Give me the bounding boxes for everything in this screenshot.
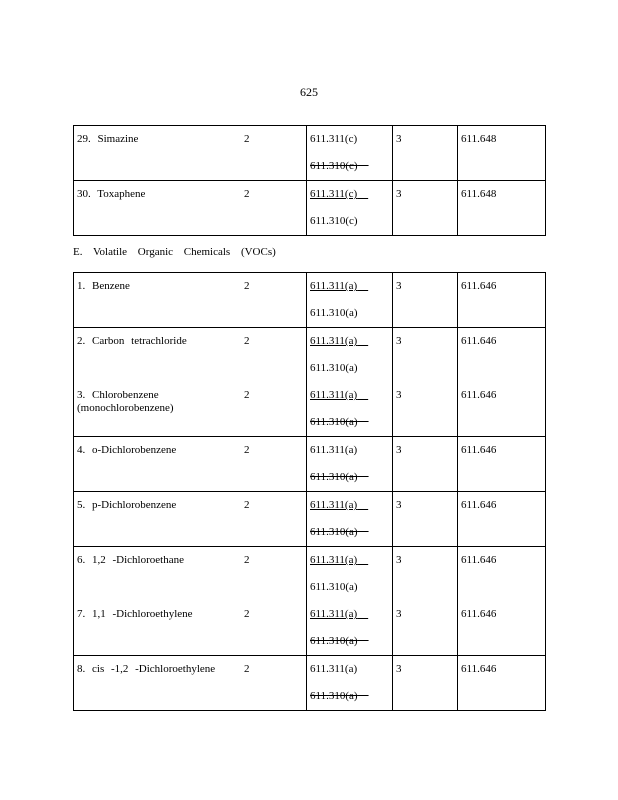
reference-text: 611.311(a) — [310, 608, 358, 620]
tier-cell: 3 — [392, 601, 457, 655]
tier-cell: 3 — [392, 437, 457, 491]
reference-text: 611.310(a) — [310, 526, 358, 538]
section-cell: 611.646 — [457, 547, 545, 601]
reference-cell: 611.311(a) 611.310(a) — [306, 273, 392, 327]
table-row: 5. p-Dichlorobenzene 2 611.311(a) 611.310… — [74, 492, 545, 547]
chemical-name: 29. Simazine — [77, 133, 139, 145]
reference-text: 611.310(c) — [310, 160, 358, 172]
table-row: 4. o-Dichlorobenzene 2 611.311(a) 611.310… — [74, 437, 545, 492]
table-entry: 1. Benzene 2 611.311(a) 611.310(a) 3 611.… — [74, 273, 545, 327]
section-cell: 611.648 — [457, 181, 545, 235]
section-heading: E. Volatile Organic Chemicals (VOCs) — [73, 246, 276, 258]
chemical-name: 1. Benzene — [77, 280, 130, 292]
section-cell: 611.646 — [457, 273, 545, 327]
count-cell: 2 — [244, 554, 250, 566]
table-entry: 7. 1,1 -Dichloroethylene 2 611.311(a) 611… — [74, 601, 545, 655]
table-row: 29. Simazine 2 611.311(c) 611.310(c) 3 61… — [74, 126, 545, 181]
reference-text: 611.310(a) — [310, 635, 358, 647]
chemical-name: 3. Chlorobenzene (monochlorobenzene) — [77, 389, 174, 414]
reference-text: 611.311(c) — [310, 133, 358, 145]
count-cell: 2 — [244, 133, 250, 145]
table-entry: 6. 1,2 -Dichloroethane 2 611.311(a) 611.3… — [74, 547, 545, 601]
reference-text: 611.311(c) — [310, 188, 358, 200]
section-cell: 611.646 — [457, 382, 545, 436]
count-cell: 2 — [244, 499, 250, 511]
contaminant-table-1: 29. Simazine 2 611.311(c) 611.310(c) 3 61… — [73, 125, 546, 236]
tier-cell: 3 — [392, 181, 457, 235]
table-row: 6. 1,2 -Dichloroethane 2 611.311(a) 611.3… — [74, 547, 545, 656]
section-cell: 611.646 — [457, 656, 545, 710]
table-row: 2. Carbon tetrachloride 2 611.311(a) 611.… — [74, 328, 545, 437]
tier-cell: 3 — [392, 656, 457, 710]
reference-text: 611.311(a) — [310, 389, 358, 401]
table-entry: 8. cis -1,2 -Dichloroethylene 2 611.311(… — [74, 656, 545, 710]
reference-cell: 611.311(a) 611.310(a) — [306, 437, 392, 491]
section-cell: 611.646 — [457, 328, 545, 382]
reference-cell: 611.311(c) 611.310(c) — [306, 181, 392, 235]
section-cell: 611.648 — [457, 126, 545, 180]
tier-cell: 3 — [392, 492, 457, 546]
count-cell: 2 — [244, 389, 250, 401]
reference-text: 611.311(a) — [310, 280, 358, 292]
table-entry: 3. Chlorobenzene (monochlorobenzene) 2 6… — [74, 382, 545, 436]
table-row: 30. Toxaphene 2 611.311(c) 611.310(c) 3 6… — [74, 181, 545, 236]
reference-text: 611.310(a) — [310, 416, 358, 428]
chemical-name: 5. p-Dichlorobenzene — [77, 499, 177, 511]
reference-cell: 611.311(a) 611.310(a) — [306, 382, 392, 436]
chemical-name: 6. 1,2 -Dichloroethane — [77, 554, 184, 566]
reference-cell: 611.311(a) 611.310(a) — [306, 601, 392, 655]
table-entry: 4. o-Dichlorobenzene 2 611.311(a) 611.310… — [74, 437, 545, 491]
tier-cell: 3 — [392, 126, 457, 180]
section-cell: 611.646 — [457, 601, 545, 655]
reference-text: 611.311(a) — [310, 554, 358, 566]
reference-text: 611.311(a) — [310, 499, 358, 511]
reference-text: 611.311(a) — [310, 335, 358, 347]
table-entry: 30. Toxaphene 2 611.311(c) 611.310(c) 3 6… — [74, 181, 545, 235]
reference-text: 611.310(a) — [310, 581, 358, 593]
chemical-name: 4. o-Dichlorobenzene — [77, 444, 177, 456]
section-cell: 611.646 — [457, 492, 545, 546]
table-entry: 5. p-Dichlorobenzene 2 611.311(a) 611.310… — [74, 492, 545, 546]
reference-text: 611.310(a) — [310, 471, 358, 483]
count-cell: 2 — [244, 280, 250, 292]
voc-table: 1. Benzene 2 611.311(a) 611.310(a) 3 611.… — [73, 272, 546, 711]
chemical-name: 30. Toxaphene — [77, 188, 146, 200]
chemical-name: 8. cis -1,2 -Dichloroethylene — [77, 663, 216, 675]
count-cell: 2 — [244, 335, 250, 347]
table-row: 8. cis -1,2 -Dichloroethylene 2 611.311(… — [74, 656, 545, 711]
chemical-name: 7. 1,1 -Dichloroethylene — [77, 608, 193, 620]
tier-cell: 3 — [392, 382, 457, 436]
reference-cell: 611.311(c) 611.310(c) — [306, 126, 392, 180]
reference-cell: 611.311(a) 611.310(a) — [306, 492, 392, 546]
page-number: 625 — [300, 85, 318, 99]
chemical-name: 2. Carbon tetrachloride — [77, 335, 187, 347]
count-cell: 2 — [244, 188, 250, 200]
tier-cell: 3 — [392, 328, 457, 382]
count-cell: 2 — [244, 608, 250, 620]
reference-cell: 611.311(a) 611.310(a) — [306, 656, 392, 710]
table-entry: 29. Simazine 2 611.311(c) 611.310(c) 3 61… — [74, 126, 545, 180]
reference-cell: 611.311(a) 611.310(a) — [306, 547, 392, 601]
reference-text: 611.310(c) — [310, 215, 358, 227]
section-cell: 611.646 — [457, 437, 545, 491]
reference-text: 611.311(a) — [310, 663, 358, 675]
reference-text: 611.311(a) — [310, 444, 358, 456]
count-cell: 2 — [244, 444, 250, 456]
reference-cell: 611.311(a) 611.310(a) — [306, 328, 392, 382]
table-row: 1. Benzene 2 611.311(a) 611.310(a) 3 611.… — [74, 273, 545, 328]
reference-text: 611.310(a) — [310, 690, 358, 702]
tier-cell: 3 — [392, 547, 457, 601]
reference-text: 611.310(a) — [310, 362, 358, 374]
count-cell: 2 — [244, 663, 250, 675]
tier-cell: 3 — [392, 273, 457, 327]
table-entry: 2. Carbon tetrachloride 2 611.311(a) 611.… — [74, 328, 545, 382]
reference-text: 611.310(a) — [310, 307, 358, 319]
